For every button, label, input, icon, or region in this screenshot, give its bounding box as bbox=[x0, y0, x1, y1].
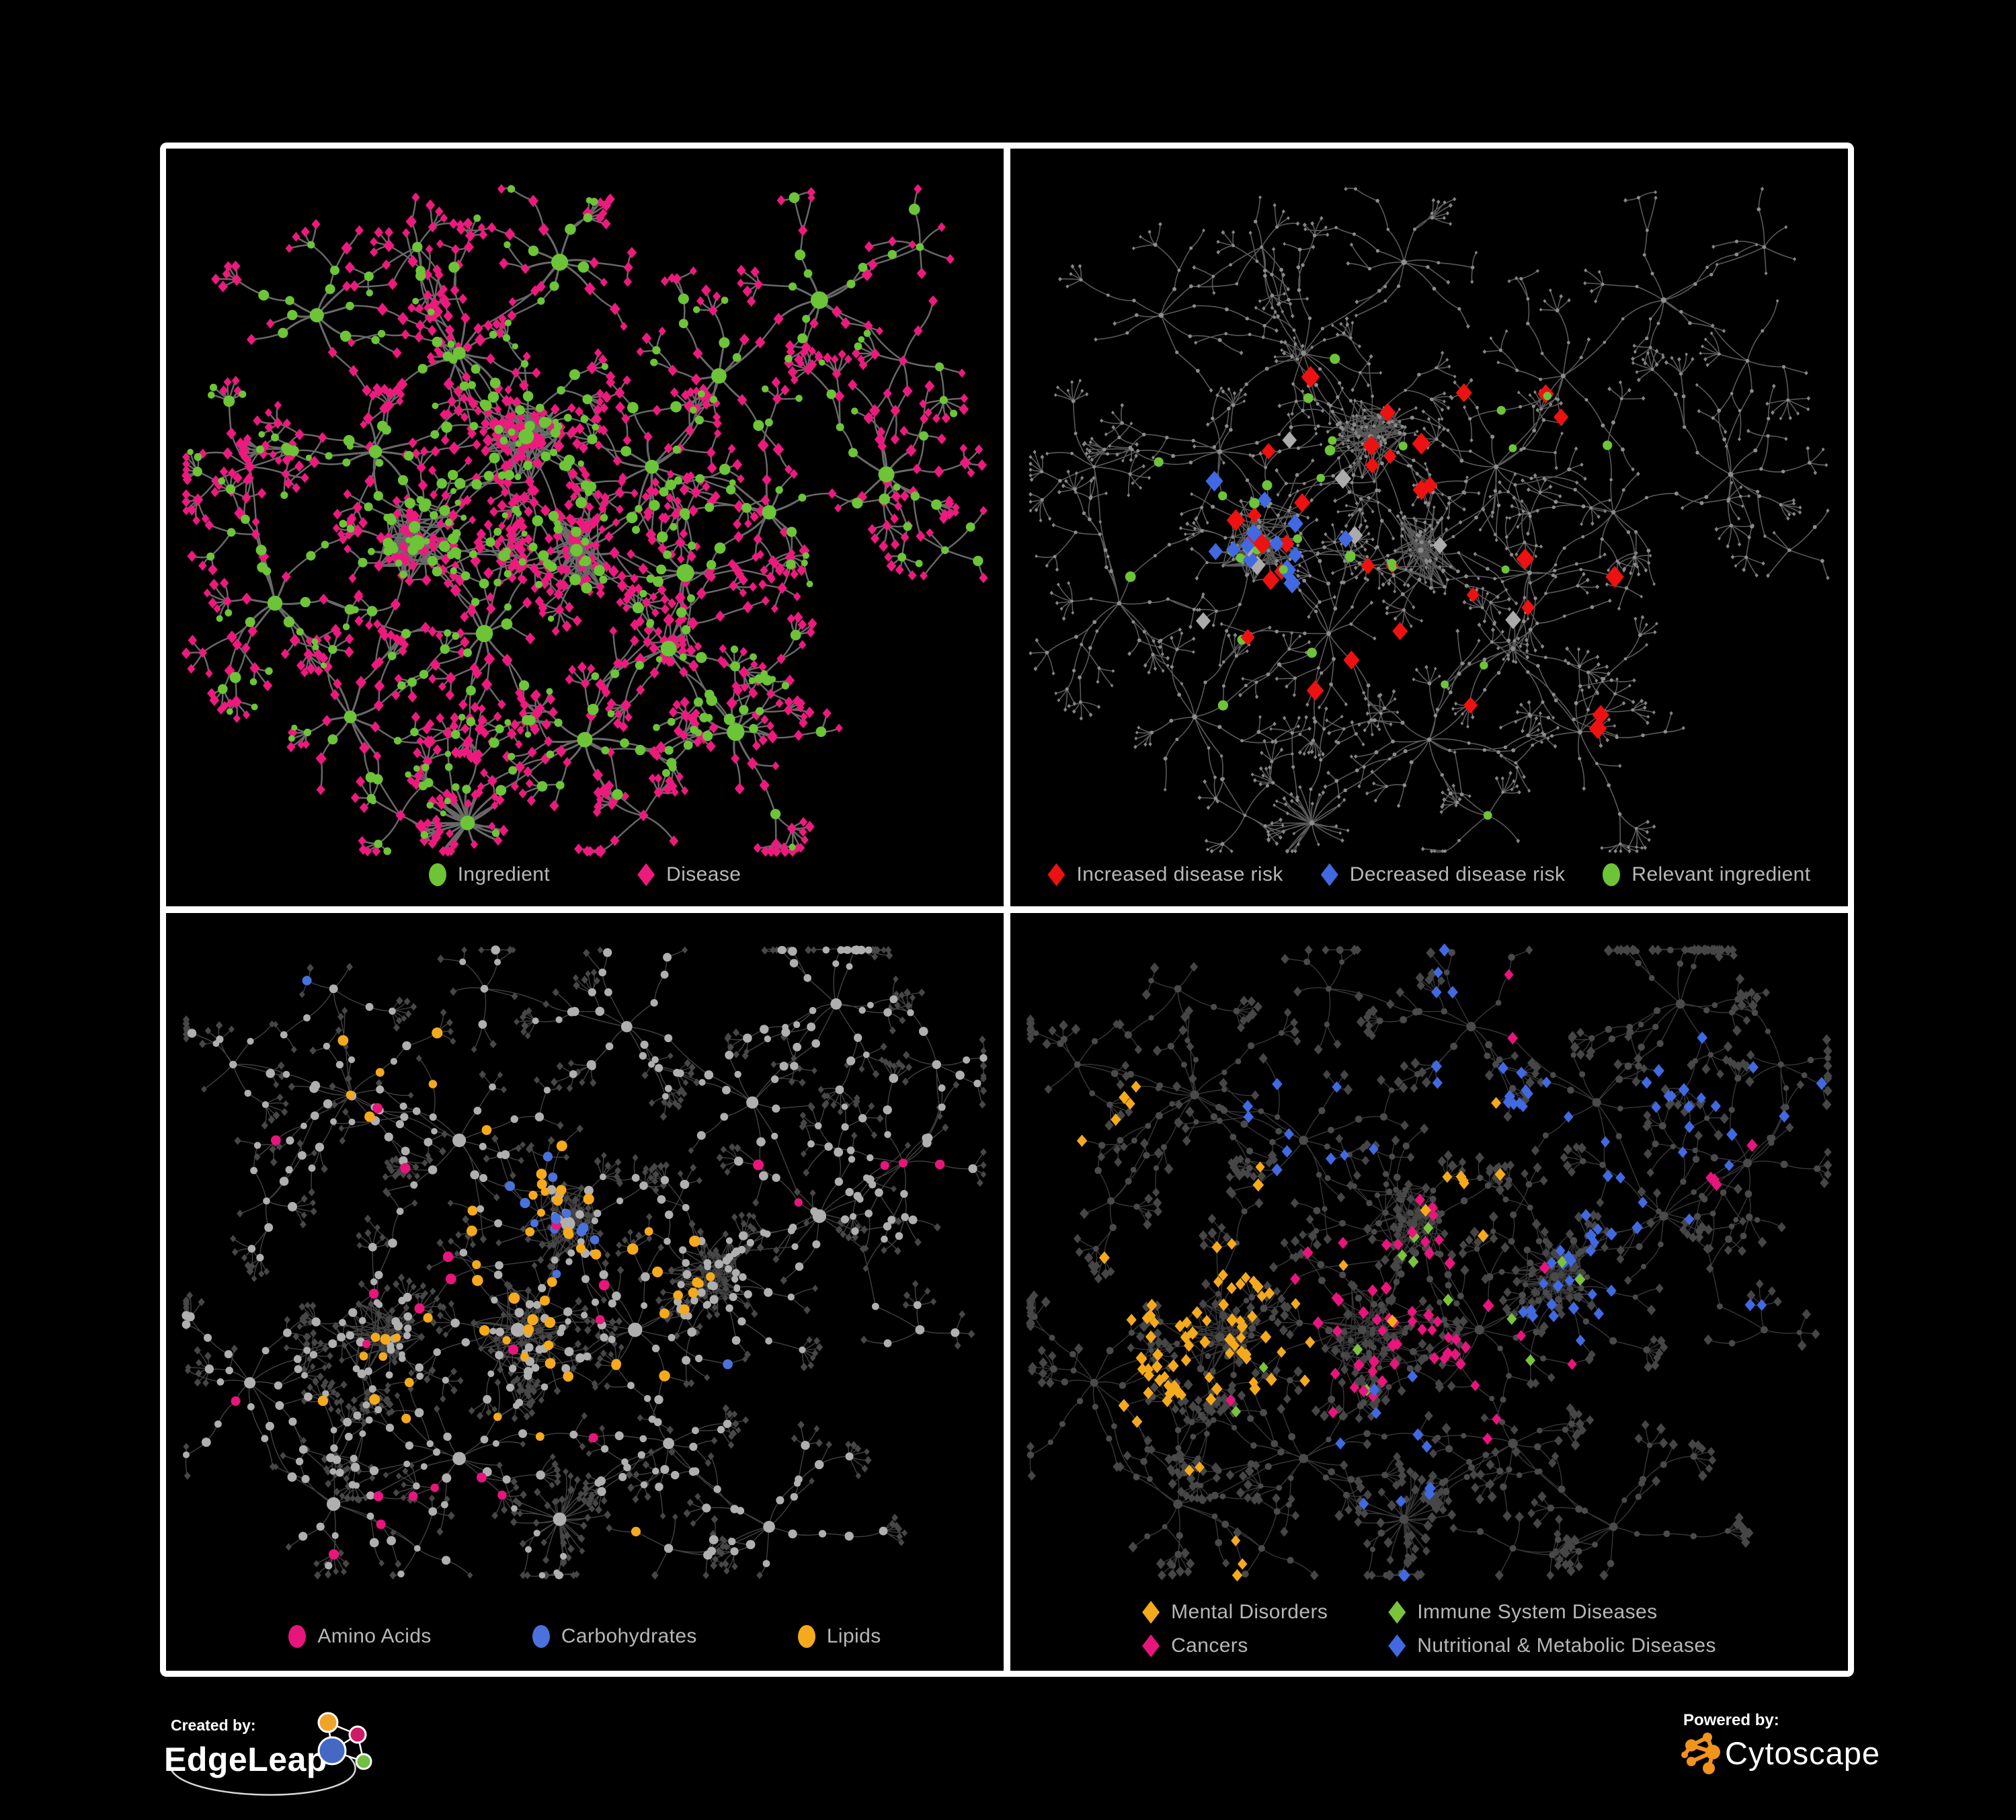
edgeleap-orange-node bbox=[317, 1712, 339, 1733]
immune-system-diseases-diamond-icon bbox=[1388, 1601, 1406, 1624]
panel-disease-risk: Increased disease risk Decreased disease … bbox=[1010, 149, 1848, 906]
legend-label-lipids: Lipids bbox=[826, 1625, 881, 1647]
disease-risk-legend: Increased disease risk Decreased disease … bbox=[1010, 863, 1848, 886]
cytoscape-logo: Powered by: Cytoscape bbox=[1681, 1711, 1880, 1774]
macronutrient-graph bbox=[182, 945, 987, 1580]
legend-item-amino-acids: Amino Acids bbox=[288, 1625, 431, 1648]
legend-label-cancers: Cancers bbox=[1171, 1634, 1248, 1657]
disease-diamond-icon bbox=[637, 863, 655, 886]
legend-label-mental-disorders: Mental Disorders bbox=[1171, 1601, 1328, 1623]
edgeleap-brand-text: EdgeLeap bbox=[164, 1741, 327, 1778]
nutritional-and-metabolic-diseases-diamond-icon bbox=[1388, 1634, 1406, 1657]
increased-disease-risk-diamond-icon bbox=[1047, 863, 1065, 886]
decreased-disease-risk-diamond-icon bbox=[1320, 863, 1338, 886]
disease-class-legend: Mental Disorders Immune System Diseases Ca… bbox=[1010, 1601, 1848, 1657]
cytoscape-network-icon bbox=[1681, 1733, 1720, 1774]
edgeleap-swoosh bbox=[169, 1755, 356, 1796]
legend-label-carbohydrates: Carbohydrates bbox=[561, 1625, 697, 1647]
relevant-ingredient-circle-icon bbox=[1603, 863, 1621, 886]
edgeleap-pink-node bbox=[348, 1725, 367, 1744]
legend-label-decreased-disease-risk: Decreased disease risk bbox=[1349, 863, 1566, 885]
legend-label-immune-system-diseases: Immune System Diseases bbox=[1417, 1601, 1658, 1623]
legend-label-nutritional-and-metabolic-diseases: Nutritional & Metabolic Diseases bbox=[1417, 1634, 1716, 1657]
legend-label-relevant-ingredient: Relevant ingredient bbox=[1631, 863, 1811, 885]
ingredient-circle-icon bbox=[428, 863, 446, 886]
legend-label-amino-acids: Amino Acids bbox=[317, 1625, 432, 1647]
panel-ingredient-disease: Ingredient Disease bbox=[166, 149, 1004, 906]
legend-item-relevant-ingredient: Relevant ingredient bbox=[1603, 863, 1810, 886]
edgeleap-green-node bbox=[355, 1753, 372, 1770]
legend-item-mental-disorders: Mental Disorders bbox=[1142, 1601, 1328, 1624]
created-by-label: Created by: bbox=[171, 1716, 256, 1734]
amino-acids-circle-icon bbox=[288, 1625, 307, 1648]
legend-item-ingredient: Ingredient bbox=[428, 863, 551, 886]
edgeleap-network-icon bbox=[317, 1712, 372, 1770]
ingredient-disease-graph bbox=[181, 184, 988, 858]
network-grid-frame: Ingredient Disease Increased disease risk… bbox=[160, 143, 1854, 1677]
ingredient-disease-legend: Ingredient Disease bbox=[166, 863, 1004, 886]
powered-by-label: Powered by: bbox=[1683, 1711, 1779, 1729]
edgeleap-logo: Created by: EdgeLeap bbox=[164, 1712, 372, 1796]
cytoscape-brand-text: Cytoscape bbox=[1725, 1735, 1880, 1771]
legend-item-nutritional-and-metabolic-diseases: Nutritional & Metabolic Diseases bbox=[1388, 1634, 1716, 1657]
legend-label-disease: Disease bbox=[666, 863, 741, 885]
cancers-diamond-icon bbox=[1142, 1634, 1160, 1657]
legend-item-immune-system-diseases: Immune System Diseases bbox=[1388, 1601, 1716, 1624]
lipids-circle-icon bbox=[797, 1625, 815, 1648]
panel-macronutrients: Amino Acids Carbohydrates Lipids bbox=[166, 913, 1004, 1671]
legend-item-lipids: Lipids bbox=[797, 1625, 881, 1648]
legend-item-carbohydrates: Carbohydrates bbox=[532, 1625, 697, 1648]
legend-item-decreased-disease-risk: Decreased disease risk bbox=[1320, 863, 1566, 886]
macronutrient-legend: Amino Acids Carbohydrates Lipids bbox=[166, 1625, 1004, 1648]
legend-item-cancers: Cancers bbox=[1142, 1634, 1328, 1657]
legend-item-disease: Disease bbox=[637, 863, 741, 886]
disease-class-graph bbox=[1026, 943, 1832, 1582]
legend-label-increased-disease-risk: Increased disease risk bbox=[1076, 863, 1283, 885]
edgeleap-blue-node bbox=[317, 1736, 347, 1766]
mental-disorders-diamond-icon bbox=[1142, 1601, 1160, 1624]
legend-label-ingredient: Ingredient bbox=[457, 863, 551, 885]
disease-risk-graph bbox=[1029, 186, 1830, 854]
carbohydrates-circle-icon bbox=[532, 1625, 550, 1648]
panel-disease-classes: Mental Disorders Immune System Diseases Ca… bbox=[1010, 913, 1848, 1671]
legend-item-increased-disease-risk: Increased disease risk bbox=[1047, 863, 1283, 886]
